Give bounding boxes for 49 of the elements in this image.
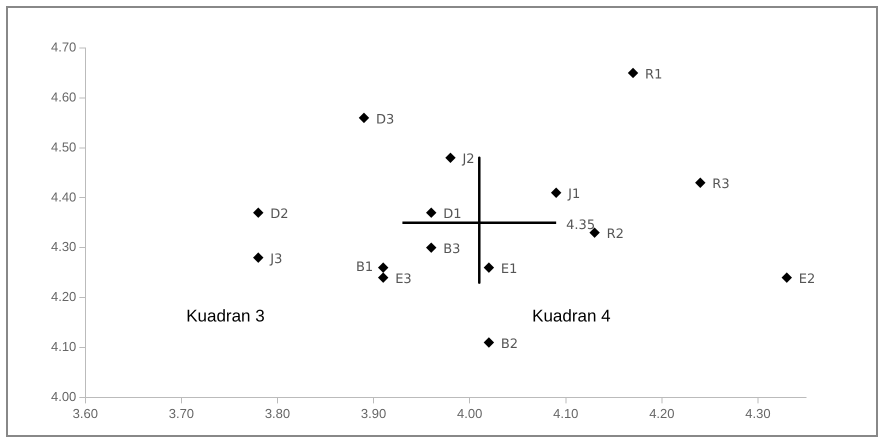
point [378, 272, 388, 283]
point [695, 178, 706, 188]
data-label: B1 [356, 260, 374, 275]
data-label: R2 [606, 227, 624, 242]
data-label: J3 [269, 252, 282, 268]
point [426, 208, 436, 218]
point [426, 242, 436, 253]
data-label: B2 [500, 336, 518, 352]
point [253, 208, 264, 218]
x-tick-label: 3.70 [168, 406, 194, 421]
y-tick-label: 4.10 [50, 339, 76, 354]
y-tick-label: 4.70 [50, 40, 76, 55]
annotation: Kuadran 4 [532, 306, 611, 326]
annotation: Kuadran 3 [186, 306, 265, 326]
y-tick-label: 4.30 [50, 239, 76, 254]
x-tick-label: 4.10 [553, 406, 578, 421]
data-label: R3 [712, 177, 730, 192]
data-label: J1 [567, 187, 580, 202]
data-label: E2 [798, 272, 816, 287]
x-tick-label: 4.30 [745, 406, 771, 421]
data-label: D1 [443, 207, 462, 222]
y-tick-label: 4.20 [50, 289, 76, 304]
point [782, 272, 792, 283]
y-tick-label: 4.00 [50, 388, 76, 404]
point [378, 262, 388, 273]
data-label: E1 [500, 262, 518, 277]
x-tick-label: 3.80 [264, 406, 290, 421]
data-label: J2 [461, 152, 475, 168]
x-tick-label: 3.60 [72, 406, 98, 421]
point [253, 252, 264, 263]
point [628, 68, 638, 78]
data-label: E3 [395, 272, 412, 287]
y-tick-label: 4.40 [50, 189, 76, 204]
point [358, 112, 369, 123]
x-tick-label: 4.20 [649, 406, 675, 421]
point [484, 262, 494, 273]
point [590, 228, 600, 238]
y-tick-label: 4.60 [50, 89, 76, 104]
x-tick-label: 3.90 [360, 406, 386, 421]
x-tick-label: 4.00 [457, 406, 482, 421]
annotation: 4.35 [566, 218, 596, 234]
data-label: D3 [376, 112, 394, 128]
data-label: B3 [443, 242, 460, 258]
y-tick-label: 4.50 [50, 139, 76, 154]
point [551, 188, 562, 198]
data-label: D2 [270, 207, 289, 222]
point [445, 152, 456, 163]
point [484, 337, 494, 348]
data-label: R1 [645, 67, 662, 82]
